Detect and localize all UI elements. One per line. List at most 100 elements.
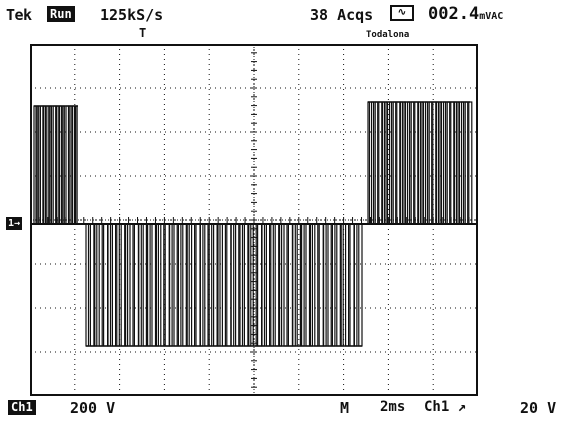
negative-pulse xyxy=(177,223,182,347)
negative-pulse xyxy=(353,223,358,347)
negative-pulse xyxy=(155,223,160,347)
negative-pulse xyxy=(292,223,296,347)
status-bar: Tek Run 125kS/s 38 Acqs ∿ 002.4mVAC T To… xyxy=(0,0,574,40)
negative-pulse xyxy=(186,223,190,347)
waveform-trace xyxy=(30,101,478,347)
positive-pulse xyxy=(399,101,403,225)
negative-pulse xyxy=(327,223,332,347)
positive-pulse xyxy=(453,101,457,225)
negative-pulse xyxy=(138,223,142,347)
negative-pulse xyxy=(107,223,112,347)
negative-pulse xyxy=(230,223,235,347)
negative-pulse xyxy=(195,223,201,347)
positive-pulse xyxy=(414,101,419,225)
positive-pulse xyxy=(33,105,37,225)
negative-pulse xyxy=(235,223,240,347)
negative-pulse xyxy=(173,223,178,347)
negative-pulse xyxy=(169,223,173,347)
negative-pulse xyxy=(98,223,103,347)
negative-pulse xyxy=(314,223,319,347)
negative-pulse xyxy=(349,223,355,347)
negative-pulse xyxy=(120,223,126,347)
brand-label: Tek xyxy=(6,6,32,24)
positive-pulse xyxy=(450,101,455,225)
negative-pulse xyxy=(129,223,134,347)
negative-pulse xyxy=(89,223,95,347)
positive-pulse xyxy=(435,101,439,225)
negative-pulse xyxy=(318,223,324,347)
acquisition-count: 38 Acqs xyxy=(310,6,374,24)
trigger-line-label: Todalona xyxy=(366,30,410,40)
negative-pulse xyxy=(283,223,288,347)
oscilloscope-graticule xyxy=(30,44,478,396)
positive-pulse xyxy=(410,101,415,225)
negative-pulse xyxy=(257,223,263,347)
positive-pulse xyxy=(374,101,379,225)
negative-pulse xyxy=(279,223,283,347)
negative-pulse xyxy=(124,223,129,347)
settings-bar: Ch1 200 V M 2ms Ch1 ↗ 20 V xyxy=(0,398,574,421)
negative-pulse xyxy=(248,223,252,347)
positive-pulse xyxy=(421,101,425,225)
negative-pulse xyxy=(252,223,257,347)
negative-pulse xyxy=(331,223,336,347)
negative-pulse xyxy=(305,223,311,347)
time-per-division: 2ms xyxy=(380,399,406,415)
positive-pulse xyxy=(428,101,433,225)
negative-pulse xyxy=(265,223,271,347)
positive-pulse xyxy=(59,105,63,225)
positive-pulse xyxy=(381,101,385,225)
positive-pulse xyxy=(36,105,40,225)
positive-pulse xyxy=(367,101,371,225)
positive-pulse xyxy=(457,101,461,225)
negative-pulse xyxy=(94,223,98,347)
measurement-readout: 002.4mVAC xyxy=(428,4,503,24)
negative-pulse xyxy=(243,223,249,347)
negative-pulse xyxy=(336,223,341,347)
positive-pulse xyxy=(443,101,447,225)
negative-pulse xyxy=(208,223,213,347)
trigger-position-marker: T xyxy=(139,26,147,40)
positive-pulse xyxy=(385,101,389,225)
negative-pulse xyxy=(221,223,226,347)
negative-pulse xyxy=(85,223,90,347)
negative-pulse xyxy=(358,223,363,347)
positive-pulse xyxy=(389,101,393,225)
negative-pulse xyxy=(217,223,221,347)
ac-coupling-icon: ∿ xyxy=(390,5,414,21)
negative-pulse xyxy=(199,223,204,347)
positive-pulse xyxy=(407,101,411,225)
channel-badge: Ch1 xyxy=(8,400,36,415)
positive-pulse xyxy=(425,101,429,225)
negative-pulse xyxy=(323,223,327,347)
negative-pulse xyxy=(239,223,244,347)
positive-pulse xyxy=(65,105,70,225)
trigger-level: 20 V xyxy=(520,399,557,417)
positive-pulse xyxy=(464,101,469,225)
volts-per-division: 200 V xyxy=(70,399,116,417)
positive-pulse xyxy=(396,101,401,225)
negative-pulse xyxy=(191,223,196,347)
positive-pulse xyxy=(43,105,47,225)
negative-pulse xyxy=(116,223,120,347)
negative-pulse xyxy=(274,223,280,347)
positive-pulse xyxy=(446,101,451,225)
positive-pulse xyxy=(432,101,437,225)
positive-pulse xyxy=(392,101,397,225)
positive-pulse xyxy=(68,105,72,225)
negative-pulse xyxy=(133,223,140,347)
measurement-unit: mVAC xyxy=(479,11,504,22)
positive-pulse xyxy=(39,105,44,225)
negative-pulse xyxy=(309,223,313,347)
negative-pulse xyxy=(151,223,157,347)
negative-pulse xyxy=(146,223,151,347)
negative-pulse xyxy=(164,223,170,347)
negative-pulse xyxy=(182,223,187,347)
positive-pulse xyxy=(74,105,78,225)
positive-pulse xyxy=(46,105,50,225)
negative-pulse xyxy=(213,223,218,347)
positive-pulse xyxy=(55,105,59,225)
horizontal-main-label: M xyxy=(340,399,350,417)
negative-pulse xyxy=(345,223,350,347)
negative-pulse xyxy=(111,223,117,347)
